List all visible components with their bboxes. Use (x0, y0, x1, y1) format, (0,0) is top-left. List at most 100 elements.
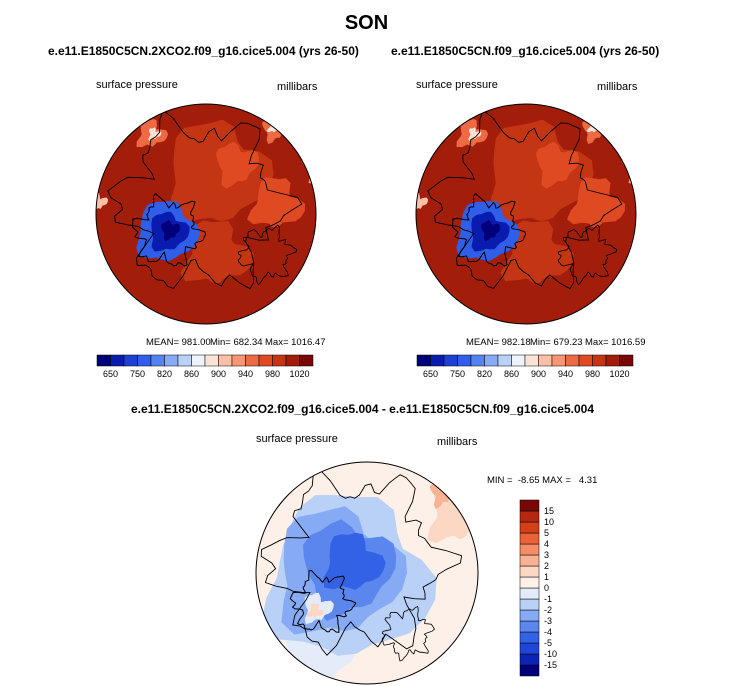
diff-colorbar-swatch (519, 620, 540, 633)
panel1-min: Min= 682.34 (210, 337, 263, 348)
panel1-colorbar-tick-label: 900 (211, 369, 226, 379)
panel1-coastline-arctic (107, 109, 303, 290)
panel1-coastline-europe (237, 224, 298, 286)
diff-colorbar-swatch (519, 598, 540, 611)
diff-colorbar-tick-label: 4 (544, 539, 549, 549)
panel1-coastline-greenland (131, 193, 207, 267)
diff-colorbar-tick-label: 15 (544, 506, 554, 516)
panel2-colorbar-tick-label: 900 (531, 369, 546, 379)
diff-colorbar-swatch (519, 576, 540, 589)
diff-field-neg-4 (323, 532, 386, 590)
diff-map-border (255, 461, 479, 685)
panel2-field-920 (416, 193, 429, 212)
diff-colorbar-tick-label: -10 (544, 649, 557, 659)
diff-colorbar-swatch (519, 609, 540, 622)
panel2-run-title: e.e11.E1850C5CN.f09_g16.cice5.004 (yrs 2… (391, 44, 660, 58)
diff-title: e.e11.E1850C5CN.2XCO2.f09_g16.cice5.004 … (131, 402, 594, 416)
panel1-field-label: surface pressure (96, 79, 178, 91)
panel1-colorbar-tick-label: 820 (157, 369, 172, 379)
panel1-colorbar-swatch (299, 354, 314, 367)
panel1-colorbar-tick-label: 750 (130, 369, 145, 379)
diff-colorbar-swatch (519, 510, 540, 523)
diff-colorbar-swatch (519, 664, 540, 677)
diff-units-label: millibars (437, 436, 478, 448)
diff-colorbar-swatch (519, 554, 540, 567)
panel1-colorbar-tick-label: 1020 (289, 369, 309, 379)
diff-colorbar-swatch (519, 543, 540, 556)
panel2-colorbar-tick-label: 940 (558, 369, 573, 379)
panel1-field-980-b (247, 177, 306, 228)
season-title: SON (344, 12, 389, 34)
panel2-field-900 (468, 127, 482, 141)
panel1-field-1000 (169, 119, 274, 224)
diff-colorbar-tick-label: -1 (544, 594, 552, 604)
panel1-field-920 (96, 193, 109, 212)
diff-colorbar-swatch (519, 653, 540, 666)
panel1-greenland-min (161, 220, 181, 242)
diff-colorbar-swatch (519, 565, 540, 578)
panel2-field-label: surface pressure (416, 79, 498, 91)
panel2-colorbar-swatch (619, 354, 634, 367)
diff-colorbar-swatch (519, 499, 540, 512)
panel1-colorbar-tick-label: 860 (184, 369, 199, 379)
panel1-map-border (95, 103, 317, 325)
panel2-colorbar-tick-label: 820 (477, 369, 492, 379)
diff-colorbar-swatch (519, 631, 540, 644)
diff-colorbar-tick-label: -15 (544, 660, 557, 670)
panel2-field-980 (536, 141, 580, 189)
panel2-colorbar-tick-label: 980 (585, 369, 600, 379)
diff-greenland-core (304, 592, 334, 625)
panel2-coastline-greenland (451, 193, 527, 267)
panel1-units-label: millibars (277, 81, 318, 93)
panel2-coastline-europe (557, 224, 618, 286)
panel2-map-border (415, 103, 637, 325)
diff-greenland-pos (306, 603, 324, 618)
panel2-units-label: millibars (597, 81, 638, 93)
panel2-field-1000 (489, 119, 594, 224)
panel1-colorbar-tick-label: 980 (265, 369, 280, 379)
panel2-colorbar-tick-label: 860 (504, 369, 519, 379)
diff-field-label: surface pressure (256, 433, 338, 445)
diff-colorbar-swatch (519, 532, 540, 545)
diff-colorbar-tick-label: -2 (544, 605, 552, 615)
panel2-coastline-arctic (427, 109, 623, 290)
diff-colorbar-tick-label: 2 (544, 561, 549, 571)
panel2-mean: MEAN= 982.18 (466, 337, 531, 348)
panel1-field-980 (216, 141, 260, 189)
diff-coastline-greenland (289, 569, 357, 633)
diff-colorbar-tick-label: 10 (544, 517, 554, 527)
panel2-colorbar-tick-label: 750 (450, 369, 465, 379)
panel1-colorbar-tick-label: 940 (238, 369, 253, 379)
panel2-field-980-b (567, 177, 626, 228)
panel1-colorbar-tick-label: 650 (103, 369, 118, 379)
diff-colorbar-tick-label: -5 (544, 638, 552, 648)
panel1-field-900 (148, 127, 162, 141)
diff-colorbar-swatch (519, 521, 540, 534)
diff-colorbar-tick-label: -3 (544, 616, 552, 626)
diff-colorbar-tick-label: 0 (544, 583, 549, 593)
diff-colorbar-tick-label: 5 (544, 528, 549, 538)
panel2-max: Max= 1016.59 (585, 337, 646, 348)
diff-colorbar-tick-label: -4 (544, 627, 552, 637)
diff-colorbar-swatch (519, 587, 540, 600)
panel2-colorbar-tick-label: 650 (423, 369, 438, 379)
panel2-colorbar-tick-label: 1020 (609, 369, 629, 379)
panel1-max: Max= 1016.47 (265, 337, 326, 348)
panel2-greenland-min (481, 220, 501, 242)
panel2-min: Min= 679.23 (530, 337, 583, 348)
panel1-mean: MEAN= 981.00 (146, 337, 211, 348)
diff-coastline-europe (381, 605, 436, 662)
diff-colorbar-tick-label: 3 (544, 550, 549, 560)
panel1-run-title: e.e11.E1850C5CN.2XCO2.f09_g16.cice5.004 … (48, 44, 359, 58)
diff-minmax: MIN = -8.65 MAX = 4.31 (487, 475, 598, 486)
diff-colorbar-swatch (519, 642, 540, 655)
diff-coastline-arctic (260, 468, 463, 656)
diff-colorbar-tick-label: 1 (544, 572, 549, 582)
